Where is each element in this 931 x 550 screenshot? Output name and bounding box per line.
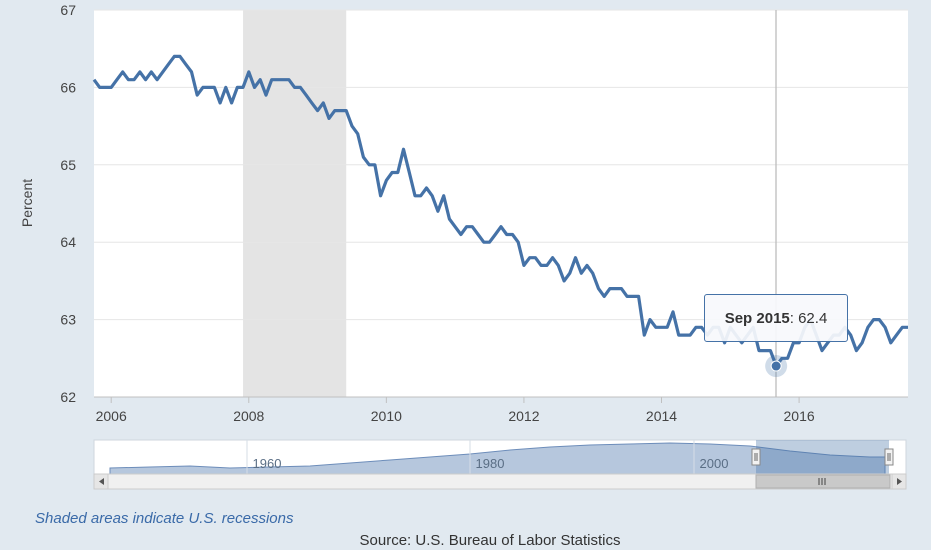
x-tick-label: 2012 <box>508 408 539 424</box>
x-tick-label: 2014 <box>646 408 677 424</box>
series-layer[interactable] <box>92 54 908 378</box>
y-tick-label: 65 <box>60 157 76 173</box>
series-line[interactable] <box>92 54 908 368</box>
recession-note: Shaded areas indicate U.S. recessions <box>35 510 294 527</box>
navigator-selection[interactable] <box>756 440 889 474</box>
navigator-handle-right[interactable] <box>884 448 894 466</box>
tooltip-separator: : <box>789 310 799 327</box>
grid-layer <box>94 9 908 398</box>
y-tick-label: 64 <box>60 234 76 250</box>
y-tick-label: 66 <box>60 79 76 95</box>
navigator-area <box>109 442 886 475</box>
tooltip-date: Sep 2015 <box>724 310 790 327</box>
x-tick-label: 2006 <box>96 408 127 424</box>
navigator-tick-label: 1960 <box>253 456 282 471</box>
y-tick-label: 62 <box>60 389 76 405</box>
x-tick-label: 2010 <box>371 408 402 424</box>
navigator-tick-label: 1980 <box>476 456 505 471</box>
y-axis: 62 63 64 65 66 67 <box>60 2 76 405</box>
source-text: Source: U.S. Bureau of Labor Statistics <box>359 532 621 549</box>
y-tick-label: 67 <box>60 2 76 18</box>
x-axis: 2006 2008 2010 2012 2014 2016 <box>96 397 815 424</box>
x-tick-label: 2008 <box>233 408 264 424</box>
arrow-right-icon <box>897 478 902 485</box>
navigator-handle-left[interactable] <box>751 448 761 466</box>
grip-icon <box>818 478 826 485</box>
tooltip: Sep 2015: 62.4 <box>704 294 848 342</box>
scrollbar-thumb[interactable] <box>755 474 891 489</box>
recession-band <box>243 10 347 397</box>
y-tick-label: 63 <box>60 312 76 328</box>
navigator-ticks: 1960 1980 2000 <box>246 440 729 474</box>
navigator-tick-label: 2000 <box>700 456 729 471</box>
arrow-left-icon <box>99 478 104 485</box>
recession-layer <box>243 10 347 397</box>
x-tick-label: 2016 <box>784 408 815 424</box>
tooltip-value: 62.4 <box>798 310 828 327</box>
y-axis-label: Percent <box>19 179 35 227</box>
data-point-marker[interactable] <box>770 360 782 372</box>
